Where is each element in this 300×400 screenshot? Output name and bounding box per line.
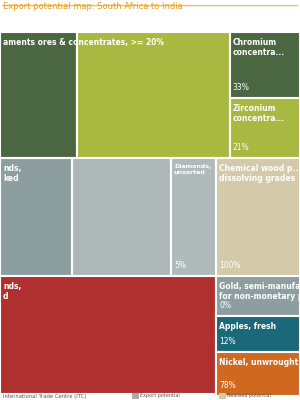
Text: 12%: 12% (219, 337, 236, 346)
Bar (216, 276, 300, 316)
Text: International Trade Centre (ITC): International Trade Centre (ITC) (3, 394, 86, 399)
Bar (72, 158, 171, 276)
Text: nds,
ked: nds, ked (3, 164, 21, 183)
Text: 0%: 0% (219, 301, 231, 310)
Bar (219, 393, 226, 399)
Text: Chromium
concentra...: Chromium concentra... (232, 38, 285, 57)
Text: Apples, fresh: Apples, fresh (219, 322, 276, 331)
Bar (230, 32, 300, 98)
Bar (0, 276, 216, 394)
Text: Chemical wood p...
dissolving grades: Chemical wood p... dissolving grades (219, 164, 300, 183)
Bar (230, 98, 300, 158)
Text: Realised potential: Realised potential (227, 394, 272, 398)
Text: Diamonds,
unsorted: Diamonds, unsorted (174, 164, 212, 175)
Text: 33%: 33% (232, 83, 249, 92)
Text: 78%: 78% (219, 381, 236, 390)
Text: 21%: 21% (232, 143, 249, 152)
Text: Gold, semi-manufa...
for non-monetary p: Gold, semi-manufa... for non-monetary p (219, 282, 300, 302)
Bar (216, 316, 300, 352)
Text: nds,
d: nds, d (3, 282, 21, 302)
Bar (216, 352, 300, 396)
Text: 5%: 5% (174, 261, 186, 270)
Text: aments ores & concentrates, >= 20%: aments ores & concentrates, >= 20% (3, 38, 164, 47)
Text: Export potential map: South Africa to India: Export potential map: South Africa to In… (3, 2, 183, 11)
Text: 100%: 100% (219, 261, 241, 270)
Text: Zirconium
concentra...: Zirconium concentra... (232, 104, 285, 123)
Bar (216, 158, 300, 276)
Bar (132, 393, 139, 399)
Bar (76, 32, 230, 158)
Bar (0, 158, 72, 276)
Text: Export potential: Export potential (140, 394, 180, 398)
Bar (171, 158, 216, 276)
Text: Nickel, unwrought: Nickel, unwrought (219, 358, 298, 367)
Bar (0, 32, 76, 158)
